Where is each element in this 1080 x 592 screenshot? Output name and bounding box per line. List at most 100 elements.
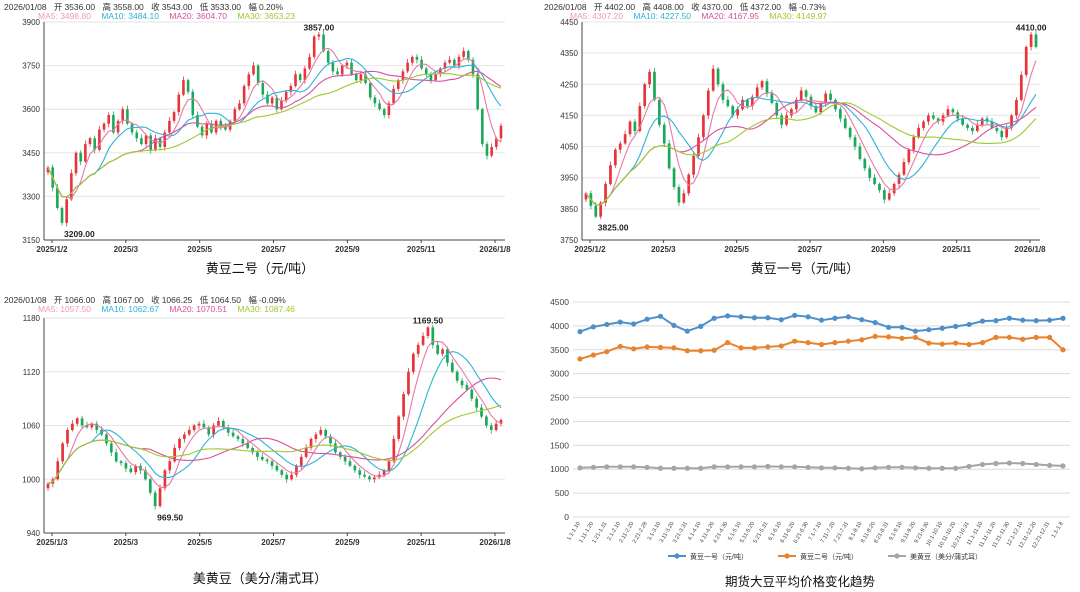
candle-body: [848, 127, 852, 138]
candle-body: [252, 65, 255, 75]
series-point: [818, 465, 825, 471]
series-point: [939, 465, 945, 471]
series-point: [711, 315, 717, 321]
series-point: [604, 349, 610, 355]
candle-body: [308, 56, 311, 69]
y-tick-label: 4150: [560, 111, 578, 120]
y-tick-label: 3300: [22, 192, 40, 201]
candle-body: [280, 470, 284, 475]
series-point: [966, 321, 972, 328]
series-point: [953, 465, 959, 471]
candle-body: [450, 362, 454, 372]
candle-body: [775, 102, 779, 116]
series-point: [993, 334, 999, 340]
ma30-line: [47, 404, 502, 485]
candle-body: [455, 371, 459, 381]
x-tick-label: 2025/1/2: [574, 245, 606, 254]
candlestick-chart: 4450 4350 4250 4150 4050 3950 3850 37502025/1/2…: [560, 18, 1047, 254]
ma5-line: [585, 60, 1037, 206]
candle-body: [326, 51, 330, 63]
y-tick-label: 940: [27, 529, 41, 538]
candle-body: [858, 146, 862, 160]
candle-body: [382, 470, 386, 475]
candle-body: [124, 463, 128, 469]
candle-body: [416, 344, 420, 354]
candle-body: [275, 465, 279, 471]
series-point: [1006, 460, 1012, 466]
ma30-label: MA30: 1087.46: [237, 304, 296, 314]
candle-body: [604, 183, 607, 203]
candle-body: [499, 125, 503, 139]
candle-body: [246, 443, 250, 448]
legend-marker: [784, 553, 790, 559]
series-point: [590, 464, 597, 470]
series-point: [1060, 463, 1066, 469]
candle-body: [971, 127, 974, 131]
open-value: 3536.00: [64, 2, 96, 12]
candle-body: [294, 74, 297, 86]
candle-body: [687, 174, 691, 194]
close-value: 3543.00: [161, 2, 193, 12]
candle-body: [331, 62, 335, 72]
series-point: [1006, 315, 1012, 321]
series-point: [1033, 461, 1039, 468]
candle-body: [799, 90, 803, 100]
candle-body: [658, 99, 661, 125]
ma20-label: MA20: 4167.95: [701, 11, 759, 21]
candle-body: [172, 112, 176, 121]
candle-body: [489, 425, 493, 430]
candle-body: [434, 74, 437, 81]
candle-body: [109, 443, 113, 453]
candle-body: [192, 425, 196, 430]
series-point: [1033, 318, 1039, 324]
candle-body: [677, 187, 681, 203]
candle-body: [298, 74, 302, 81]
x-tick-label: 2025/9: [871, 245, 896, 254]
series-point: [644, 316, 650, 322]
candle-body: [1019, 74, 1023, 100]
candle-body: [338, 452, 342, 457]
series-point: [966, 463, 972, 469]
y-tick-label: 0: [564, 512, 569, 522]
candle-body: [922, 121, 925, 128]
close-label: 收: [151, 295, 160, 305]
candle-body: [144, 470, 147, 480]
series-point: [617, 343, 623, 350]
ma5-label: MA5: 1057.50: [38, 304, 91, 314]
candle-body: [242, 85, 246, 104]
candle-body: [285, 474, 289, 480]
candle-body: [966, 124, 969, 128]
ma-legend: MA5: 1057.50 MA10: 1062.67 MA20: 1070.51…: [38, 304, 303, 314]
series-point: [698, 323, 704, 329]
candle-body: [265, 459, 269, 462]
candle-body: [633, 121, 637, 131]
candle-body: [682, 193, 686, 203]
candle-body: [168, 461, 172, 471]
ma5-label: MA5: 4307.20: [570, 11, 623, 21]
candle-body: [319, 429, 323, 435]
series-point: [845, 314, 851, 320]
candle-body: [270, 461, 274, 466]
x-tick-label: 2025/1/2: [36, 245, 68, 254]
candle-body: [736, 109, 739, 116]
candle-body: [946, 109, 950, 116]
low-value: 1064.50: [210, 295, 242, 305]
candle-body: [892, 183, 896, 194]
candle-body: [750, 96, 754, 107]
candle-body: [667, 143, 671, 169]
candle-body: [340, 65, 344, 75]
candle-body: [429, 74, 433, 81]
candle-body: [299, 456, 303, 466]
candle-body: [207, 427, 211, 435]
candle-body: [163, 470, 167, 489]
series-point: [1020, 317, 1026, 323]
candle-body: [66, 429, 69, 444]
candle-body: [219, 120, 223, 127]
series-point: [926, 340, 932, 346]
candle-body: [105, 434, 108, 444]
candle-body: [79, 152, 82, 162]
series-point: [979, 461, 986, 468]
candle-body: [275, 97, 279, 110]
series-point: [1020, 460, 1026, 467]
candle-body: [975, 124, 979, 131]
